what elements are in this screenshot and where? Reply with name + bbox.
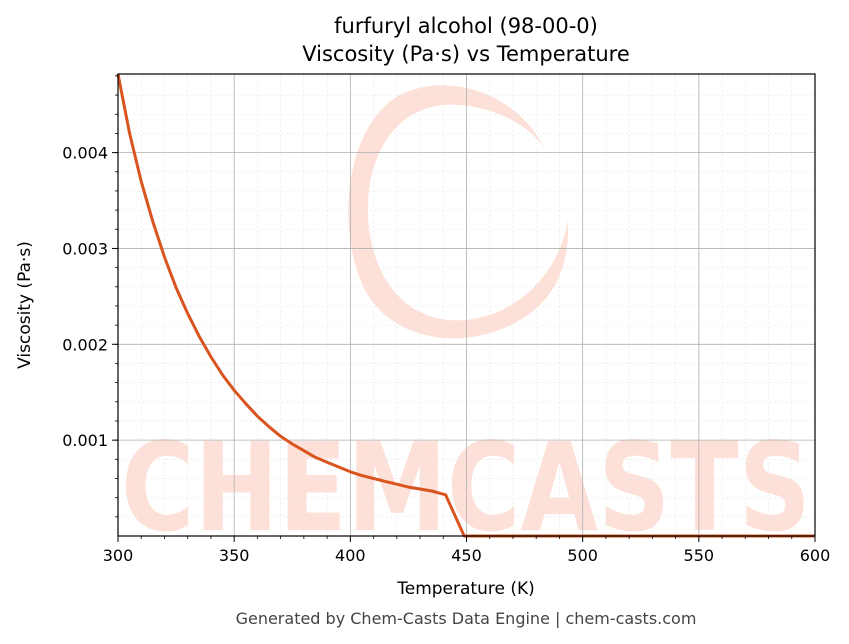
y-tick-label: 0.004 (62, 144, 108, 163)
y-axis-label: Viscosity (Pa·s) (15, 241, 35, 369)
chart-subtitle: Viscosity (Pa·s) vs Temperature (302, 42, 630, 66)
major-grid (117, 74, 816, 536)
watermark-swirl (348, 85, 569, 339)
x-tick-label: 500 (567, 546, 598, 565)
x-axis-ticks: 300 350 400 450 500 550 600 (103, 536, 831, 565)
y-tick-label: 0.002 (62, 335, 108, 354)
x-tick-label: 300 (103, 546, 134, 565)
viscosity-series-line (116, 73, 815, 538)
y-tick-label: 0.003 (62, 239, 108, 258)
x-tick-label: 450 (451, 546, 482, 565)
x-tick-label: 350 (219, 546, 250, 565)
watermark: CHEMCASTS (121, 85, 811, 559)
chart-title: furfuryl alcohol (98-00-0) (334, 14, 598, 38)
x-tick-label: 600 (800, 546, 831, 565)
x-axis-label: Temperature (K) (396, 579, 535, 599)
x-tick-label: 400 (335, 546, 366, 565)
y-axis-ticks: 0.001 0.002 0.003 0.004 (62, 75, 118, 518)
x-tick-label: 550 (684, 546, 715, 565)
footer-credit: Generated by Chem-Casts Data Engine | ch… (236, 609, 697, 628)
y-tick-label: 0.001 (62, 431, 108, 450)
